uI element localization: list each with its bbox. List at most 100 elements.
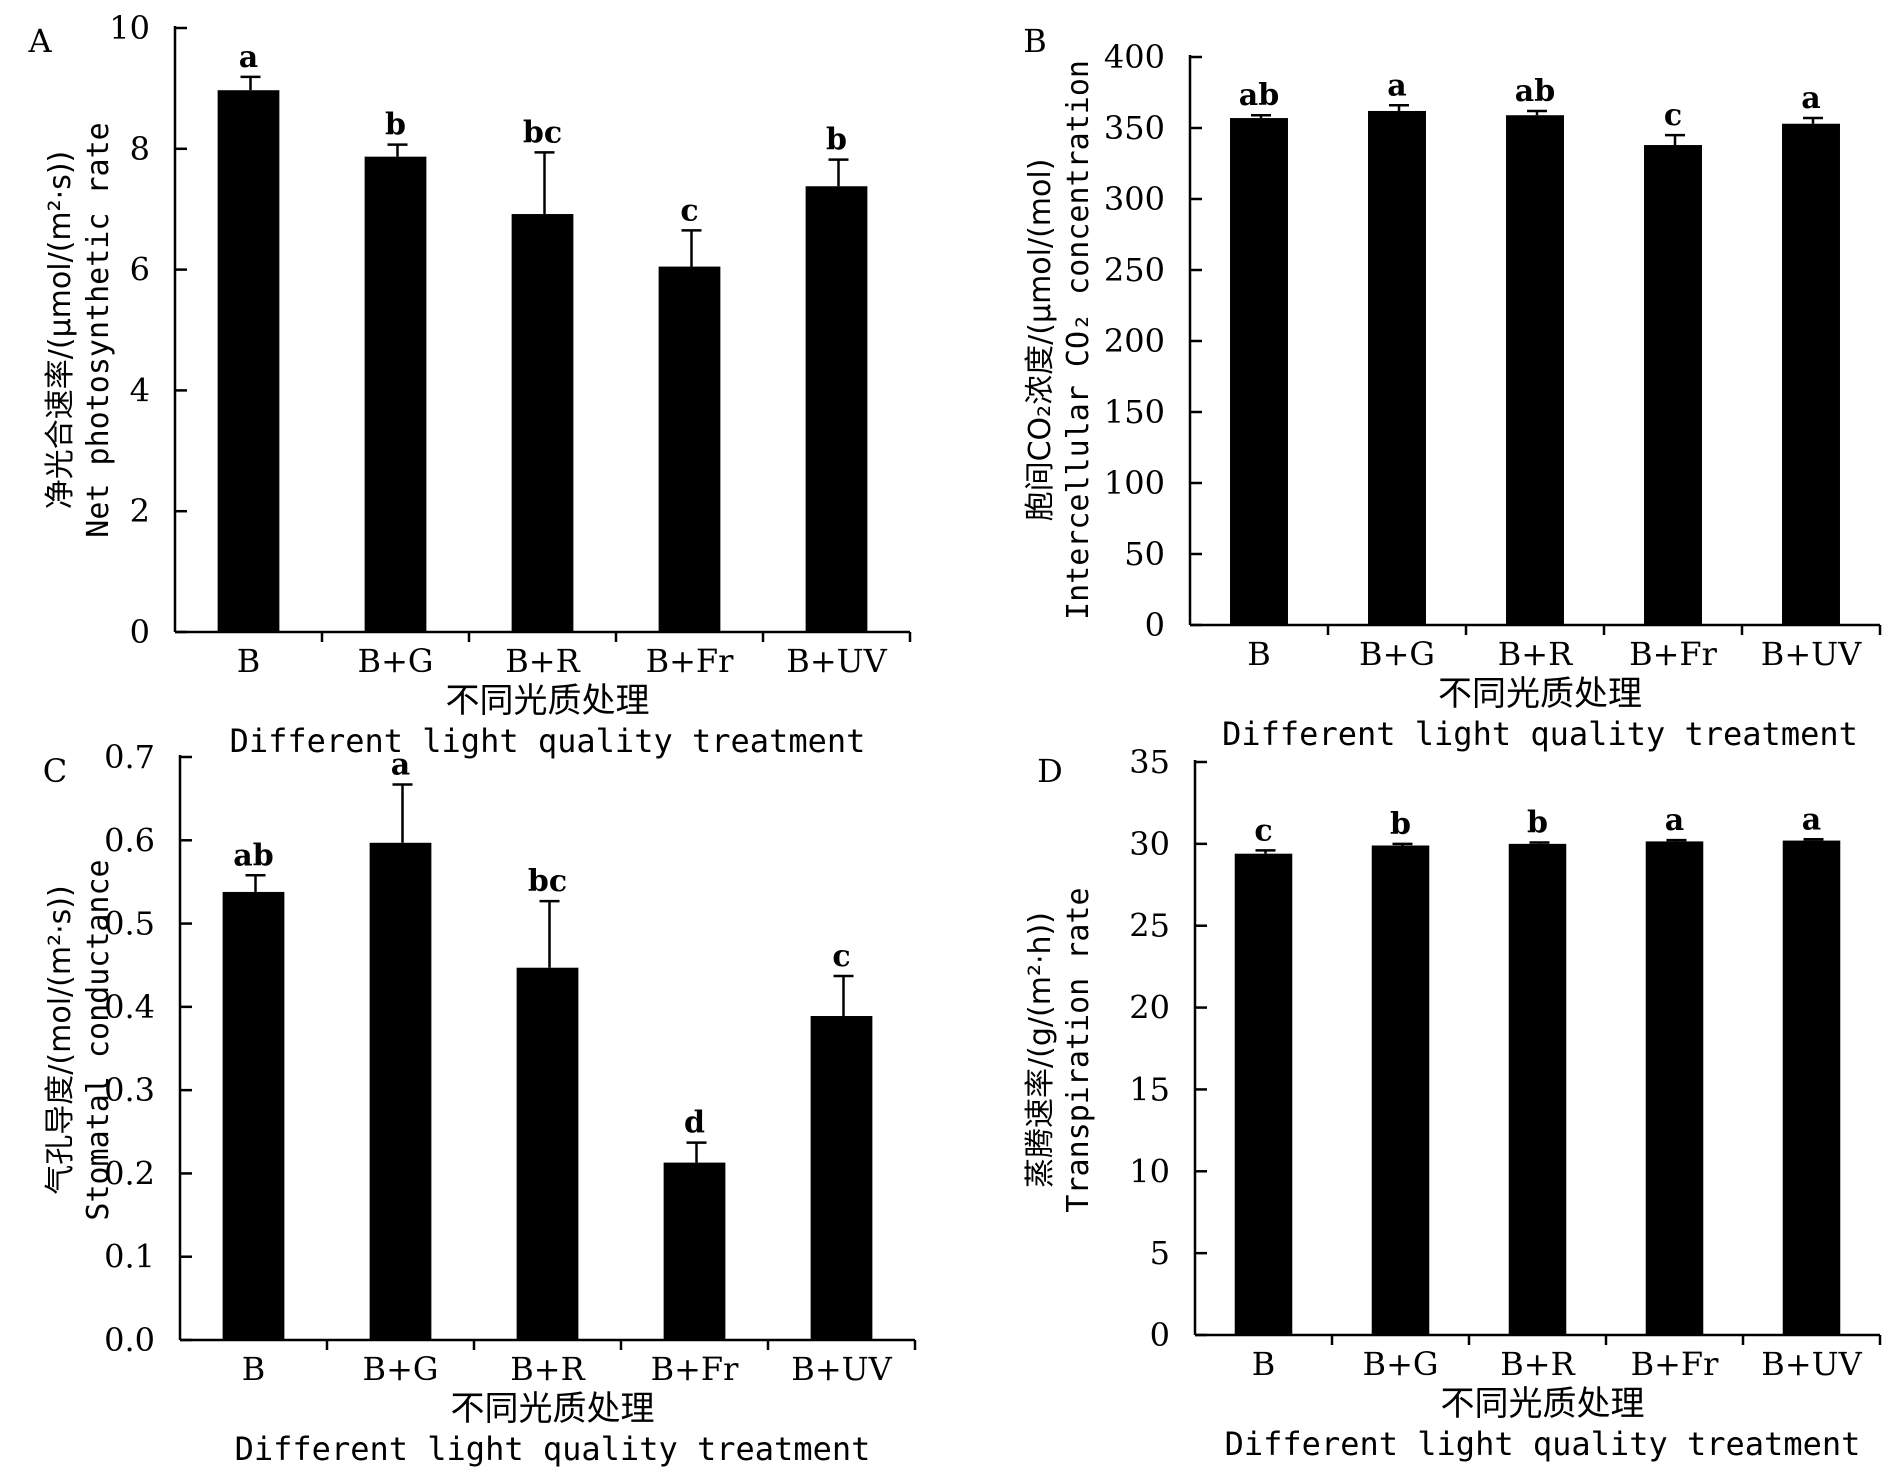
- bar: [1368, 110, 1426, 625]
- y-tick-label: 8: [130, 130, 150, 168]
- significance-label: a: [391, 747, 410, 782]
- y-tick-label: 0.6: [104, 821, 155, 859]
- significance-label: ab: [1239, 78, 1279, 113]
- y-tick-label: 6: [130, 251, 150, 289]
- x-tick-label: B+Fr: [1631, 1345, 1720, 1383]
- panel-label: C: [43, 752, 67, 790]
- x-tick-label: B+G: [363, 1350, 439, 1388]
- x-axis-title-cn: 不同光质处理: [1441, 1384, 1645, 1424]
- panel-c: C 0.0 0.1 0.2 0.3 0.4 0.5 0.6 0.7 ab Ba B+G bc B+R d B+…: [43, 738, 917, 1468]
- bar: [1782, 840, 1841, 1335]
- significance-label: b: [385, 108, 406, 143]
- x-tick-label: B+R: [510, 1350, 585, 1388]
- y-axis-title-en: Transpiration rate: [1061, 887, 1096, 1212]
- x-tick-label: B+Fr: [1629, 635, 1718, 673]
- y-tick-label: 0.1: [104, 1238, 155, 1276]
- x-tick-label: B: [1247, 635, 1271, 673]
- bar: [1644, 145, 1702, 626]
- significance-label: a: [1665, 803, 1684, 838]
- significance-label: c: [1664, 98, 1682, 133]
- x-tick-label: B+G: [1363, 1345, 1439, 1383]
- x-tick-label: B: [237, 642, 261, 680]
- significance-label: d: [684, 1106, 705, 1141]
- x-axis-title-en: Different light quality treatment: [235, 1430, 871, 1468]
- bar: [1782, 123, 1840, 626]
- bar: [663, 1162, 726, 1340]
- y-axis-title-en: Net photosynthetic rate: [81, 122, 116, 537]
- significance-label: a: [1802, 802, 1821, 837]
- x-tick-label: B+UV: [786, 642, 887, 680]
- x-tick-label: B+Fr: [651, 1350, 740, 1388]
- y-tick-label: 2: [130, 492, 150, 530]
- y-tick-label: 10: [109, 9, 150, 47]
- y-axis-title-en: Stomatal conductance: [81, 859, 116, 1220]
- bar: [1506, 115, 1564, 625]
- y-tick-label: 100: [1104, 464, 1165, 502]
- bar: [1230, 118, 1288, 625]
- x-axis-title-en: Different light quality treatment: [230, 722, 866, 760]
- y-tick-label: 250: [1104, 251, 1165, 289]
- significance-label: b: [826, 123, 847, 158]
- x-tick-label: B: [1252, 1345, 1276, 1383]
- bar: [222, 891, 285, 1340]
- y-tick-label: 0.2: [104, 1154, 155, 1192]
- x-axis-title-cn: 不同光质处理: [451, 1389, 655, 1429]
- x-axis-title-cn: 不同光质处理: [1438, 674, 1642, 714]
- panel-d: D 0 5 10 15 20 25 30 35 c Bb B+G b B+R a B+Fr a B+UV 不同光质处…: [1023, 743, 1882, 1463]
- x-tick-label: B+G: [1359, 635, 1435, 673]
- x-tick-label: B+R: [505, 642, 580, 680]
- bar: [658, 266, 721, 632]
- y-tick-label: 200: [1104, 322, 1165, 360]
- bar: [1645, 841, 1704, 1335]
- y-axis-title-cn: 气孔导度/(mol/(m²·s)): [43, 885, 78, 1194]
- y-tick-label: 0.5: [104, 905, 155, 943]
- significance-label: ab: [233, 838, 273, 873]
- bar: [1234, 853, 1293, 1335]
- bar: [805, 186, 868, 633]
- y-axis-title-cn: 蒸腾速率/(g/(m²·h)): [1023, 912, 1058, 1188]
- y-tick-label: 10: [1129, 1152, 1170, 1190]
- bar: [369, 842, 432, 1340]
- y-tick-label: 350: [1104, 109, 1165, 147]
- significance-label: b: [1390, 807, 1411, 842]
- significance-label: c: [680, 193, 698, 228]
- y-axis-title-cn: 胞间CO₂浓度/(μmol/(mol): [1023, 159, 1058, 522]
- y-tick-label: 4: [130, 371, 150, 409]
- bar: [217, 90, 280, 633]
- y-tick-label: 0: [1150, 1316, 1170, 1354]
- y-tick-label: 30: [1129, 825, 1170, 863]
- y-tick-label: 20: [1129, 989, 1170, 1027]
- y-axis-title-cn: 净光合速率/(μmol/(m²·s)): [43, 151, 78, 509]
- significance-label: a: [1387, 68, 1406, 103]
- y-tick-label: 15: [1129, 1070, 1170, 1108]
- x-tick-label: B+UV: [1761, 1345, 1862, 1383]
- significance-label: bc: [528, 864, 567, 899]
- panel-b: B 0 50 100 150 200 250 300 350 400 ab Ba B+G ab B+R c B+…: [1023, 22, 1882, 753]
- significance-label: b: [1527, 806, 1548, 841]
- x-tick-label: B: [242, 1350, 266, 1388]
- x-axis-title-en: Different light quality treatment: [1225, 1425, 1861, 1463]
- bar: [1508, 843, 1567, 1335]
- significance-label: a: [239, 40, 258, 75]
- x-tick-label: B+G: [358, 642, 434, 680]
- y-tick-label: 0: [130, 613, 150, 651]
- x-tick-label: B+UV: [791, 1350, 892, 1388]
- y-tick-label: 0.0: [104, 1321, 155, 1359]
- bar: [516, 967, 579, 1340]
- y-tick-label: 0.3: [104, 1071, 155, 1109]
- y-tick-label: 0.7: [104, 738, 155, 776]
- x-tick-label: B+Fr: [646, 642, 735, 680]
- x-axis-title-en: Different light quality treatment: [1222, 715, 1858, 753]
- y-tick-label: 0: [1145, 606, 1165, 644]
- y-tick-label: 400: [1104, 38, 1165, 76]
- x-tick-label: B+R: [1498, 635, 1573, 673]
- panel-label: D: [1037, 752, 1063, 790]
- x-axis-title-cn: 不同光质处理: [446, 681, 650, 721]
- significance-label: bc: [523, 115, 562, 150]
- y-tick-label: 50: [1124, 535, 1165, 573]
- bar: [511, 214, 574, 633]
- bar: [810, 1016, 873, 1340]
- y-tick-label: 25: [1129, 907, 1170, 945]
- panel-a: A 0 2 4 6 8 10 a Bb B+G bc B+R c B+Fr b B+UV 不同光质处理Diffe…: [27, 9, 912, 760]
